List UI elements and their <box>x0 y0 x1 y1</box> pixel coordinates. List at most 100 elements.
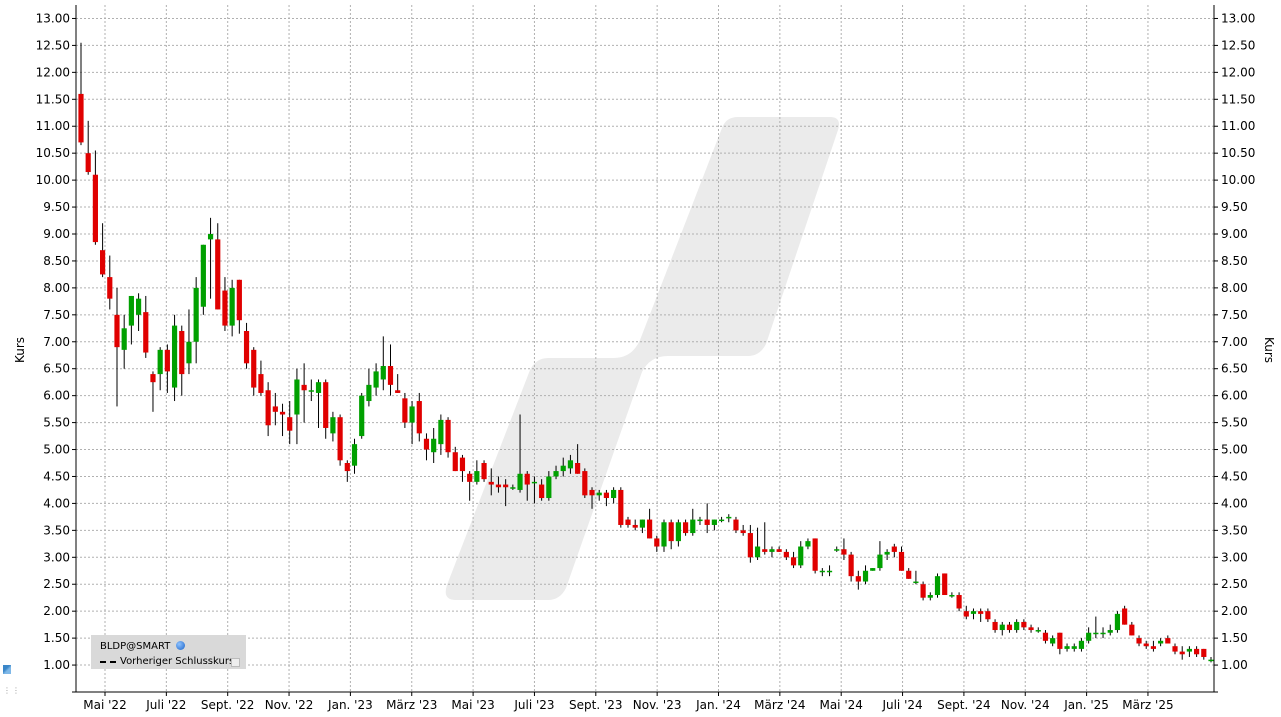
candle-body <box>567 460 574 469</box>
y-tick-label: 8.50 <box>1221 254 1248 268</box>
candle-body <box>963 611 969 617</box>
candle-body <box>913 581 919 584</box>
candle-body <box>229 287 235 326</box>
candle-body <box>1194 648 1200 655</box>
candle-body <box>222 290 228 326</box>
candle-body <box>85 153 91 173</box>
candle-body <box>236 279 242 321</box>
candle-body <box>488 481 494 485</box>
candle-body <box>524 473 530 485</box>
candle-body <box>618 489 624 525</box>
candle-body <box>1143 643 1149 647</box>
candle-body <box>445 419 451 453</box>
candle-body <box>78 93 84 143</box>
x-tick-label: Juli '22 <box>145 698 186 712</box>
candle-body <box>1165 638 1171 644</box>
candle-body <box>1100 632 1106 635</box>
legend[interactable]: BLDP@SMART Vorheriger Schlusskurs <box>91 635 246 669</box>
chart-tool-icon[interactable] <box>3 665 11 674</box>
y-tick-label: 3.00 <box>43 550 70 564</box>
candle-body <box>135 298 142 315</box>
candle-body <box>164 349 170 372</box>
candle-body <box>1158 640 1164 644</box>
candle-body <box>380 366 386 380</box>
candle-body <box>949 595 955 597</box>
y-tick-label: 2.50 <box>43 577 70 591</box>
candle-body <box>301 384 307 391</box>
x-tick-label: Nov. '24 <box>1001 698 1050 712</box>
candle-body <box>596 492 602 496</box>
candle-body <box>690 519 696 534</box>
y-tick-label: 13.00 <box>36 11 70 25</box>
candle-body <box>769 549 775 552</box>
y-tick-label: 9.00 <box>43 227 70 241</box>
y-tick-label: 4.50 <box>1221 469 1248 483</box>
x-tick-label: Sept. '23 <box>569 698 623 712</box>
y-tick-label: 10.00 <box>36 173 70 187</box>
candle-body <box>682 522 689 534</box>
candle-body <box>1057 632 1063 649</box>
candle-body <box>1107 630 1113 633</box>
y-tick-label: 6.50 <box>43 362 70 376</box>
y-tick-label: 11.50 <box>36 92 70 106</box>
y-tick-label: 7.00 <box>43 335 70 349</box>
y-tick-label: 7.50 <box>1221 308 1248 322</box>
candle-body <box>632 524 638 528</box>
y-tick-label: 6.50 <box>1221 362 1248 376</box>
candle-body <box>1071 646 1077 649</box>
candle-body <box>452 452 458 472</box>
y-tick-label: 3.50 <box>43 523 70 537</box>
candle-body <box>171 325 178 388</box>
legend-toggle-checkbox[interactable] <box>231 658 240 667</box>
x-tick-label: Nov. '22 <box>265 698 314 712</box>
y-tick-label: 3.50 <box>1221 523 1248 537</box>
y-tick-label: 5.00 <box>1221 443 1248 457</box>
candle-body <box>366 384 372 402</box>
candle-body <box>179 330 185 375</box>
candle-body <box>330 417 336 434</box>
candle-body <box>1006 624 1013 631</box>
candle-body <box>1064 646 1070 649</box>
y-tick-label: 1.00 <box>1221 658 1248 672</box>
candles <box>78 42 1214 663</box>
candle-body <box>510 487 516 489</box>
candle-body <box>805 541 811 547</box>
candle-body <box>287 417 293 431</box>
candle-body <box>798 546 804 566</box>
candle-body <box>639 519 645 528</box>
candle-body <box>193 287 199 342</box>
candle-body <box>272 406 278 412</box>
candle-body <box>531 481 538 484</box>
candle-body <box>661 522 667 547</box>
candle-body <box>942 573 948 596</box>
candle-body <box>992 621 998 631</box>
candle-body <box>1086 632 1092 641</box>
candle-body <box>934 576 941 596</box>
x-tick-label: Nov. '23 <box>633 698 682 712</box>
candle-body <box>121 328 127 350</box>
candle-body <box>258 374 264 393</box>
candle-body <box>1201 648 1207 657</box>
axes <box>75 5 1215 693</box>
candle-body <box>474 471 480 482</box>
y-axis-right: 1.00 1.50 2.00 2.50 3.00 3.50 4.00 4.50 5.00 5.50… <box>1214 11 1255 693</box>
y-tick-label: 12.00 <box>1221 65 1255 79</box>
candle-body <box>697 519 703 522</box>
candle-body <box>575 463 581 474</box>
resize-grip-icon[interactable]: ⋮⋮ <box>3 686 21 695</box>
candle-body <box>387 366 394 385</box>
candle-body <box>790 557 797 566</box>
candle-body <box>625 519 631 525</box>
x-tick-label: Jan. '25 <box>1063 698 1109 712</box>
candle-body <box>409 406 415 423</box>
globe-icon[interactable] <box>176 641 185 650</box>
candle-body <box>150 374 156 383</box>
candle-body <box>495 484 502 488</box>
candle-body <box>834 549 840 551</box>
candle-body <box>776 549 782 552</box>
candle-body <box>517 473 523 490</box>
candle-body <box>546 476 552 499</box>
candle-body <box>920 584 926 598</box>
y-tick-label: 4.00 <box>1221 496 1248 510</box>
candle-body <box>1114 613 1121 631</box>
